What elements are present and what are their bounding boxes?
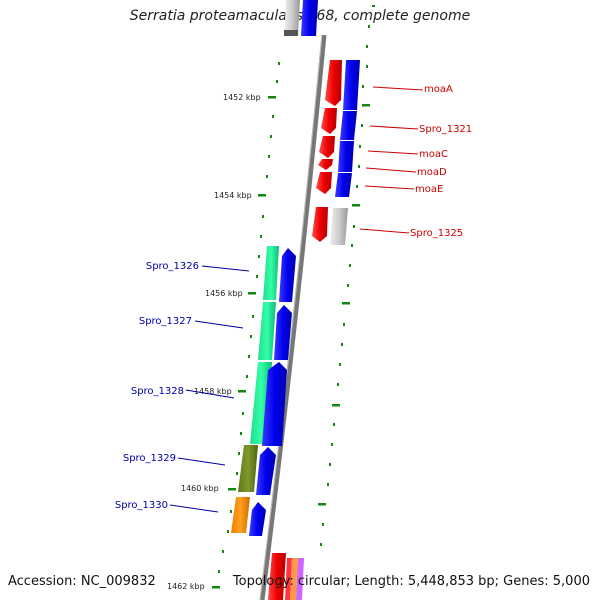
forward-gene-features bbox=[312, 60, 342, 242]
gene-label-moaA[interactable]: moaA bbox=[424, 84, 453, 95]
gene-label-Spro_1328[interactable]: Spro_1328 bbox=[131, 386, 184, 397]
kbp-label: 1452 kbp bbox=[223, 93, 261, 102]
gene-arrow-moaC bbox=[319, 136, 335, 158]
genome-backbone bbox=[259, 34, 327, 600]
gene-arrow-Spro_1321 bbox=[321, 108, 337, 134]
gene-label-Spro_1326[interactable]: Spro_1326 bbox=[146, 261, 199, 272]
gene-label-moaC[interactable]: moaC bbox=[419, 149, 448, 160]
forward-blue-track bbox=[330, 60, 360, 245]
kbp-label: 1462 kbp bbox=[167, 582, 205, 591]
gene-label-Spro_1325[interactable]: Spro_1325 bbox=[410, 228, 463, 239]
gene-block-Spro_1330 bbox=[231, 497, 250, 533]
reverse-blue-arrows bbox=[249, 248, 296, 536]
top-partial-features bbox=[284, 0, 318, 36]
gene-label-Spro_1329[interactable]: Spro_1329 bbox=[123, 453, 176, 464]
gene-arrow-moaD bbox=[318, 159, 333, 170]
kbp-label: 1460 kbp bbox=[181, 484, 219, 493]
kbp-label: 1456 kbp bbox=[205, 289, 243, 298]
genome-title: Serratia proteamaculans 568, complete ge… bbox=[129, 8, 471, 24]
gene-arrow-moaE bbox=[316, 172, 332, 194]
gene-label-Spro_1321[interactable]: Spro_1321 bbox=[419, 124, 472, 135]
gene-block-Spro_1327 bbox=[258, 302, 276, 360]
kbp-label: 1458 kbp bbox=[194, 387, 232, 396]
accession-label: Accession: NC_009832 bbox=[8, 574, 156, 589]
gene-label-Spro_1327[interactable]: Spro_1327 bbox=[139, 316, 192, 327]
gene-block-Spro_1326 bbox=[263, 246, 279, 300]
gene-arrow-moaA bbox=[325, 60, 342, 106]
topology-label: Topology: circular; Length: 5,448,853 bp… bbox=[232, 574, 590, 589]
kbp-label: 1454 kbp bbox=[214, 191, 252, 200]
left-dotted-guide bbox=[218, 62, 280, 573]
gene-label-moaD[interactable]: moaD bbox=[417, 167, 447, 178]
gene-block-Spro_1329 bbox=[238, 445, 258, 492]
right-dotted-guide bbox=[320, 5, 375, 546]
kbp-major-ticks bbox=[212, 96, 276, 589]
bottom-partial-features bbox=[268, 553, 304, 600]
gene-label-moaE[interactable]: moaE bbox=[415, 184, 443, 195]
gene-label-Spro_1330[interactable]: Spro_1330 bbox=[115, 500, 168, 511]
gene-arrow-Spro_1325 bbox=[312, 207, 328, 242]
